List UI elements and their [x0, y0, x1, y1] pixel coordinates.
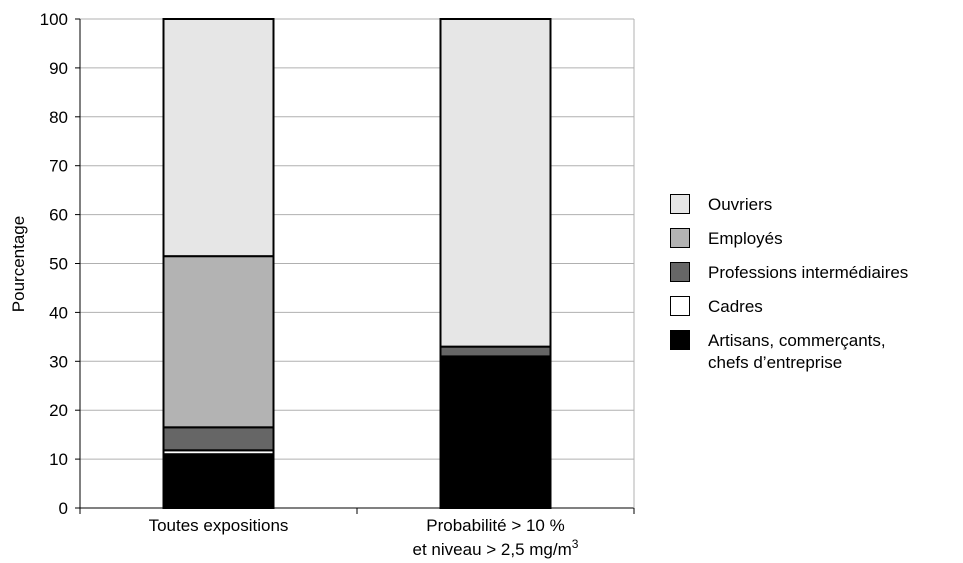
legend-label: Cadres: [708, 297, 763, 316]
legend-item: Professions intermédiaires: [670, 262, 960, 284]
category-label: Probabilité > 10 %: [426, 516, 564, 535]
y-tick-label: 80: [49, 108, 68, 127]
y-tick-label: 0: [59, 499, 68, 518]
y-tick-label: 10: [49, 450, 68, 469]
legend-item: Artisans, commerçants, chefs d’entrepris…: [670, 330, 960, 374]
category-label: Toutes expositions: [149, 516, 289, 535]
bar-segment: [162, 255, 275, 429]
bar-segment: [162, 426, 275, 452]
category-label-line2: et niveau > 2,5 mg/m3: [413, 537, 579, 559]
y-axis-label: Pourcentage: [9, 216, 28, 312]
legend-swatch: [670, 194, 690, 214]
legend-swatch: [670, 262, 690, 282]
axes: [75, 18, 635, 514]
y-tick-label: 30: [49, 352, 68, 371]
legend-item: Cadres: [670, 296, 960, 318]
y-tick-label: 50: [49, 255, 68, 274]
bar-segment: [162, 18, 275, 258]
bar-segment: [439, 345, 552, 358]
bars: [162, 18, 552, 509]
x-category-labels: Toutes expositions Probabilité > 10 % et n…: [149, 516, 579, 559]
legend-swatch: [670, 330, 690, 350]
legend-label: Artisans, commerçants, chefs d’entrepris…: [708, 331, 886, 372]
y-tick-labels: 0 10 20 30 40 50 60 70 80 90 100: [40, 10, 68, 518]
y-tick-label: 90: [49, 59, 68, 78]
bar-segment: [439, 18, 552, 348]
y-tick-label: 100: [40, 10, 68, 29]
legend: Ouvriers Employés Professions intermédiair…: [670, 194, 960, 386]
legend-label: Ouvriers: [708, 195, 773, 214]
bar-segment: [162, 453, 275, 509]
legend-item: Employés: [670, 228, 960, 250]
y-tick-label: 40: [49, 303, 68, 322]
y-tick-label: 70: [49, 157, 68, 176]
legend-label: Professions intermédiaires: [708, 263, 909, 282]
legend-swatch: [670, 296, 690, 316]
y-tick-label: 20: [49, 401, 68, 420]
bar-segment: [439, 355, 552, 509]
legend-item: Ouvriers: [670, 194, 960, 216]
y-tick-label: 60: [49, 206, 68, 225]
legend-swatch: [670, 228, 690, 248]
legend-label: Employés: [708, 229, 783, 248]
